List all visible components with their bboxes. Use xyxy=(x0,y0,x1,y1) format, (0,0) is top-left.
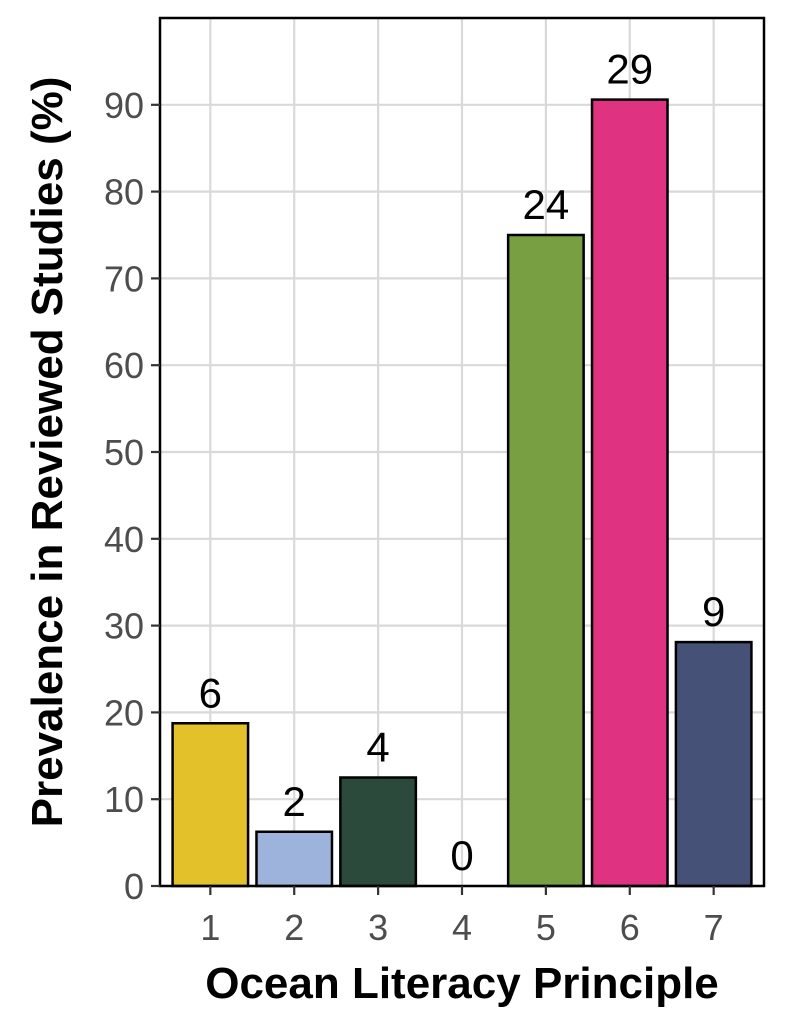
y-tick-label: 90 xyxy=(104,85,144,126)
y-axis-title: Prevalence in Reviewed Studies (%) xyxy=(23,77,72,828)
bar xyxy=(590,98,669,888)
y-tick-label: 20 xyxy=(104,692,144,733)
x-tick-label: 6 xyxy=(620,907,640,948)
bar-data-label: 9 xyxy=(702,588,725,635)
x-axis-ticks: 1 2 3 4 5 6 7 xyxy=(200,886,724,948)
y-tick-label: 10 xyxy=(104,779,144,820)
bar-data-label: 24 xyxy=(523,181,570,228)
bar xyxy=(506,233,585,888)
bar xyxy=(255,830,334,888)
x-tick-label: 4 xyxy=(452,907,472,948)
x-tick-label: 2 xyxy=(284,907,304,948)
y-tick-label: 40 xyxy=(104,519,144,560)
x-tick-label: 5 xyxy=(536,907,556,948)
x-axis-title: Ocean Literacy Principle xyxy=(205,959,719,1008)
bar xyxy=(171,722,250,888)
bar-data-label: 2 xyxy=(283,778,306,825)
x-tick-label: 3 xyxy=(368,907,388,948)
bar-data-label: 4 xyxy=(366,724,389,771)
y-axis-ticks: 0 10 20 30 40 50 60 70 80 90 xyxy=(104,85,160,907)
y-tick-label: 70 xyxy=(104,258,144,299)
y-tick-label: 30 xyxy=(104,606,144,647)
y-tick-label: 0 xyxy=(124,866,144,907)
bar xyxy=(339,776,418,888)
y-tick-label: 50 xyxy=(104,432,144,473)
y-tick-label: 80 xyxy=(104,172,144,213)
bar xyxy=(674,640,753,888)
bar-data-label: 29 xyxy=(606,46,653,93)
bar-data-label: 6 xyxy=(199,669,222,716)
bar-data-label: 0 xyxy=(450,832,473,879)
bars xyxy=(171,98,753,888)
grid-lines xyxy=(160,18,764,888)
x-tick-label: 1 xyxy=(200,907,220,948)
x-tick-label: 7 xyxy=(704,907,724,948)
y-tick-label: 60 xyxy=(104,345,144,386)
